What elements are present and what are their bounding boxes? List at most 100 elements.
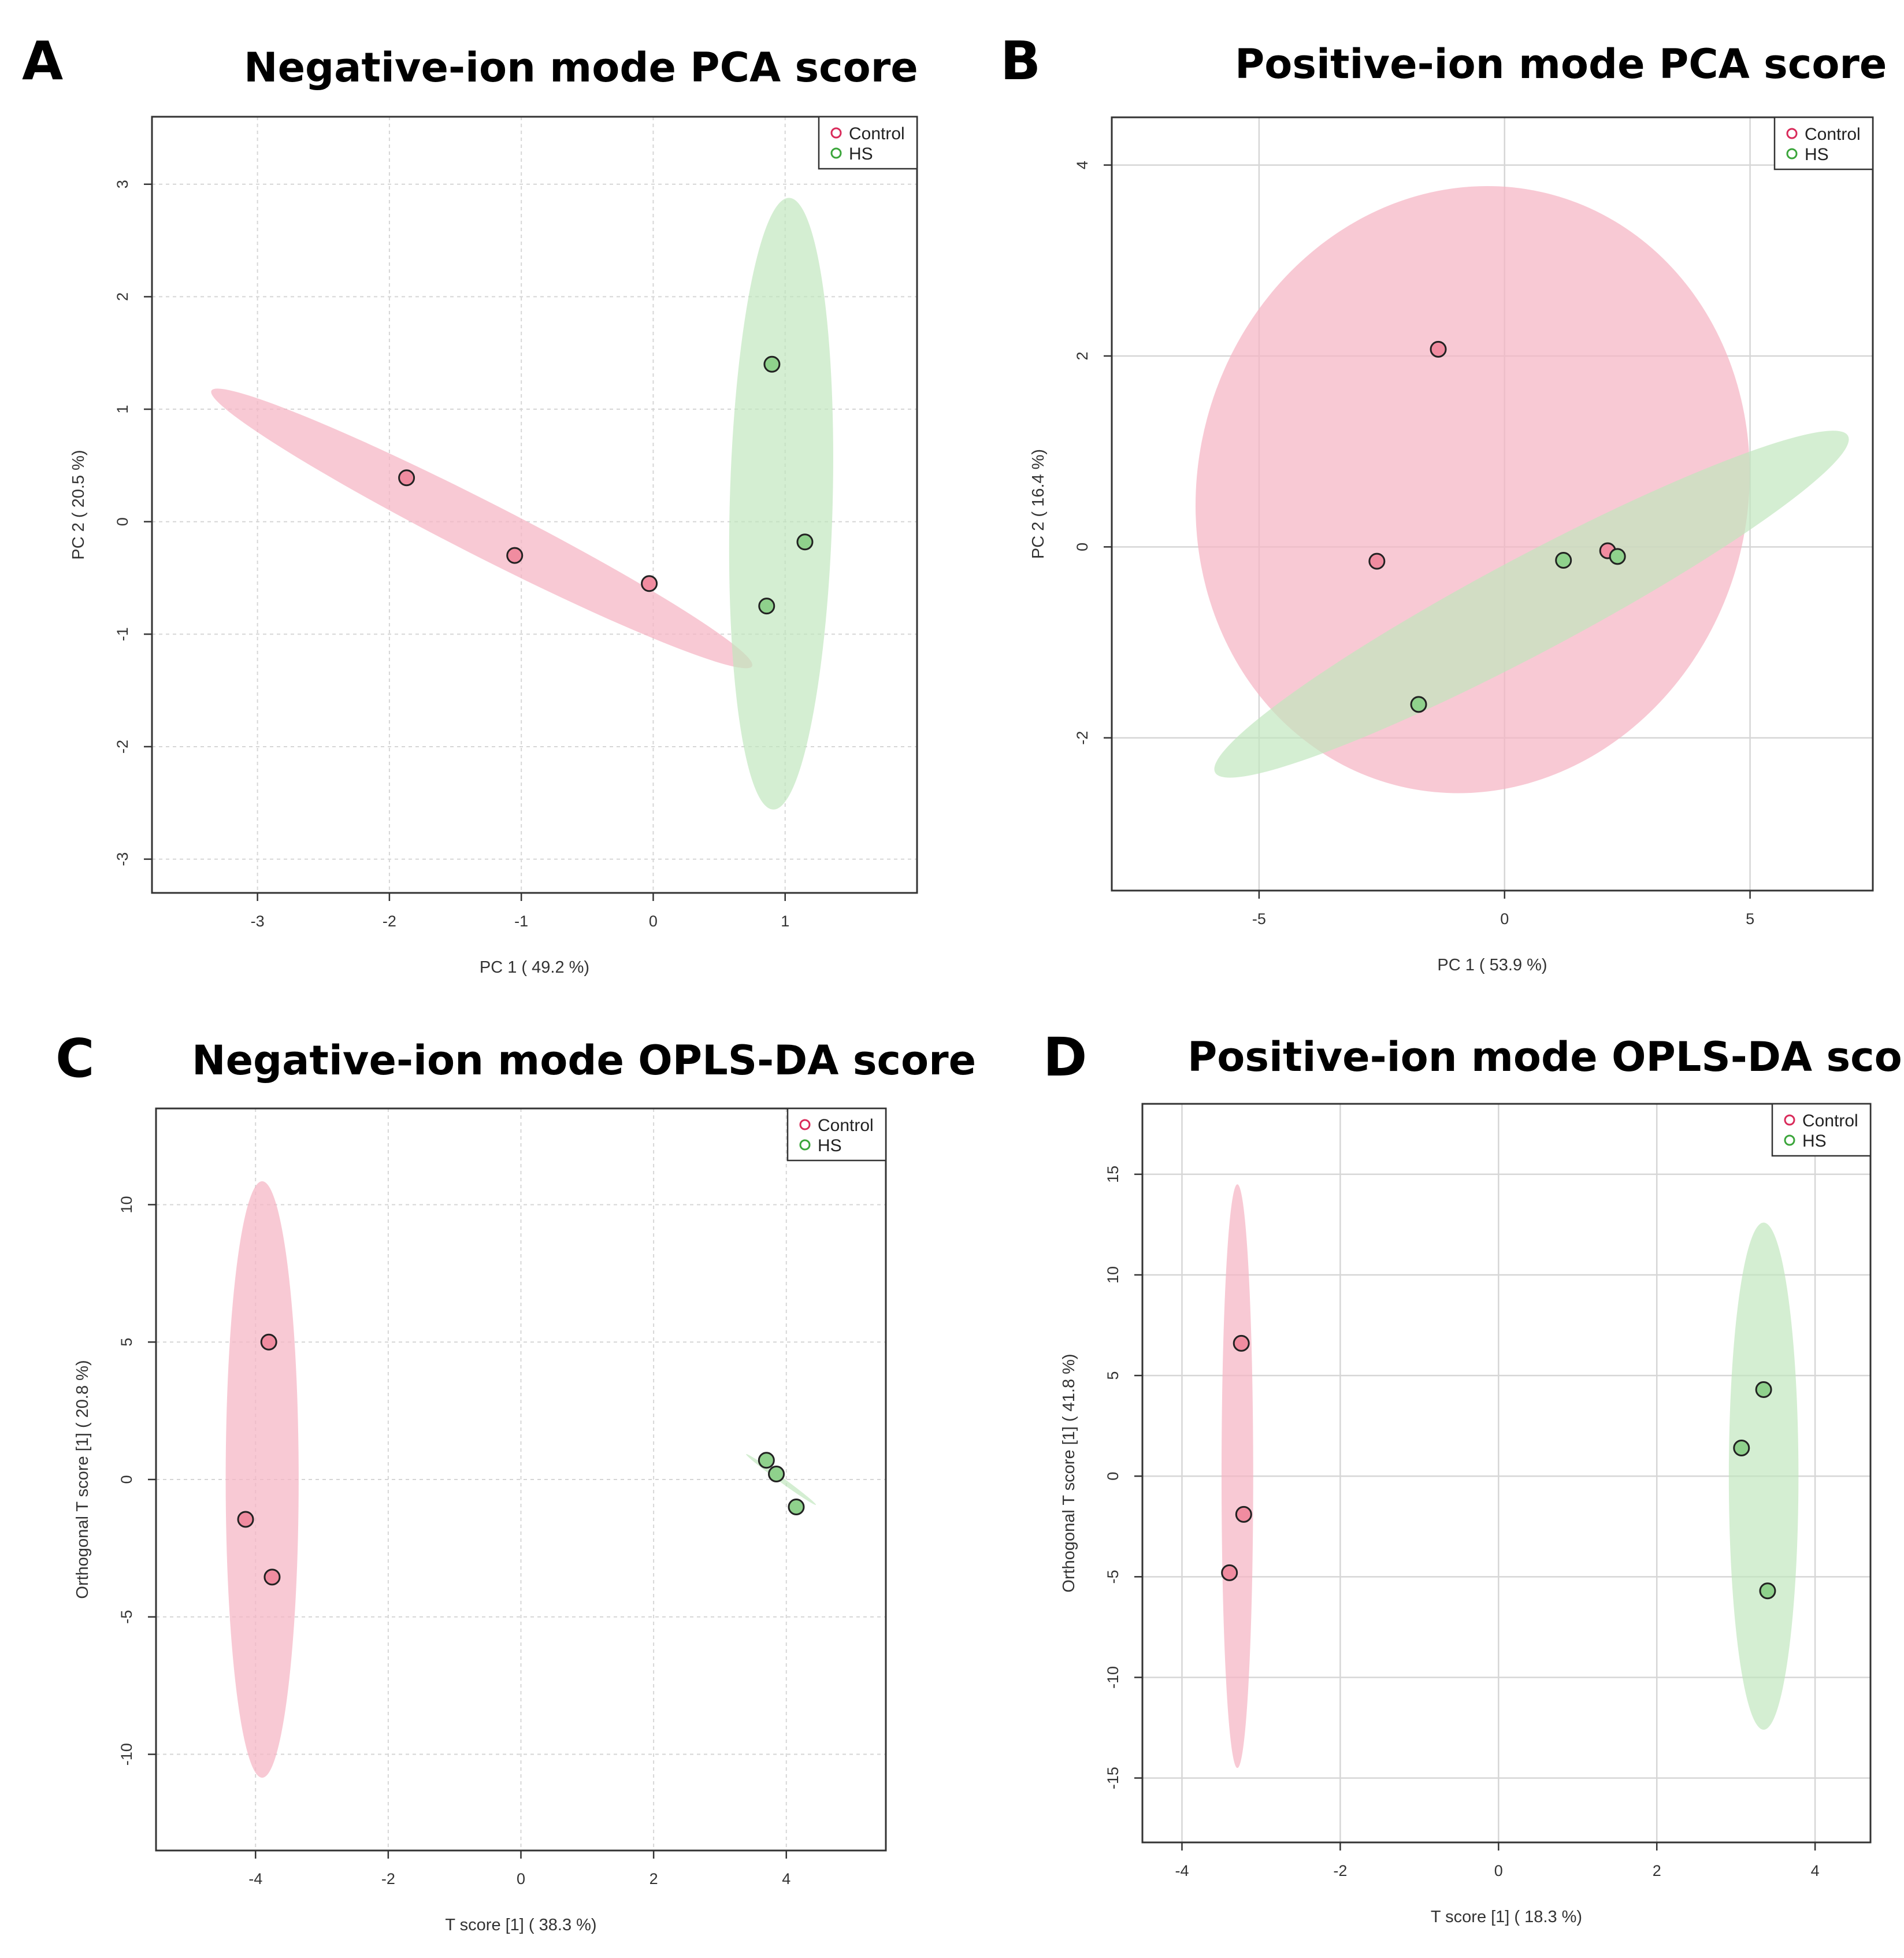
- y-tick-label: 0: [118, 1475, 135, 1484]
- hs-data-point: [1410, 696, 1427, 713]
- hs-legend-marker-icon: [1784, 1134, 1795, 1146]
- control-legend-marker-icon: [1786, 128, 1798, 139]
- hs-data-point: [768, 1465, 785, 1482]
- x-tick-label: 2: [1653, 1862, 1661, 1879]
- hs-confidence-ellipse: [1728, 1222, 1799, 1730]
- control-data-point: [1368, 552, 1386, 570]
- y-tick-label: -3: [114, 852, 131, 866]
- x-tick-label: 0: [517, 1870, 525, 1887]
- hs-data-point: [1733, 1439, 1750, 1456]
- control-data-point: [1233, 1334, 1250, 1352]
- control-data-point: [260, 1333, 277, 1351]
- x-tick-label: -1: [514, 913, 528, 930]
- plot-frame: [1111, 116, 1874, 892]
- hs-data-point: [788, 1499, 805, 1516]
- legend-label: HS: [1802, 1132, 1827, 1151]
- control-confidence-ellipse: [1195, 186, 1750, 793]
- x-tick-label: 0: [1500, 910, 1509, 928]
- y-tick-label: 5: [1104, 1371, 1122, 1380]
- hs-data-point: [1555, 551, 1572, 569]
- y-tick-label: -2: [1074, 731, 1091, 745]
- y-tick-label: 10: [1104, 1266, 1122, 1284]
- control-legend-marker-icon: [1784, 1114, 1795, 1126]
- control-confidence-ellipse: [225, 1181, 299, 1778]
- control-data-point: [263, 1568, 281, 1586]
- plot-frame: [151, 116, 918, 894]
- y-axis-label: Orthogonal T score [1] ( 20.8 %): [73, 1360, 92, 1599]
- control-data-point: [1235, 1505, 1252, 1523]
- hs-data-point: [763, 355, 781, 373]
- hs-data-point: [758, 1452, 775, 1469]
- control-confidence-ellipse: [211, 388, 752, 669]
- control-data-point: [641, 575, 658, 592]
- chart-title: Negative-ion mode OPLS-DA score: [192, 1037, 977, 1084]
- x-axis-label: T score [1] ( 18.3 %): [1431, 1908, 1582, 1926]
- chart-title: Positive-ion mode OPLS-DA score: [1187, 1033, 1904, 1081]
- legend-label: Control: [849, 124, 905, 143]
- y-tick-label: 4: [1074, 161, 1091, 169]
- panel-letter: B: [1000, 30, 1041, 92]
- control-data-point: [506, 547, 524, 564]
- panel-d: D Positive-ion mode OPLS-DA score -4 -2 0 2…: [952, 979, 1904, 1958]
- x-tick-label: -4: [248, 1870, 262, 1887]
- x-tick-label: 4: [1811, 1862, 1820, 1879]
- hs-legend-marker-icon: [830, 147, 842, 159]
- y-tick-label: -10: [118, 1743, 135, 1766]
- legend-label: Control: [1805, 125, 1861, 144]
- x-tick-label: 4: [782, 1870, 790, 1887]
- pca-positive-plot: -5 0 5 -2 0 2 4 PC 1 ( 53.9 %) PC 2 ( 16.4 %) Con…: [1029, 116, 1874, 974]
- x-axis-label: PC 1 ( 53.9 %): [1437, 956, 1547, 974]
- pca-negative-plot: -3 -2 -1 0 1 -3 -2 -1 0 1 2 3 PC 1 ( 49.2 %) PC 2 ( 2…: [69, 116, 918, 977]
- opls-negative-plot: -4 -2 0 2 4 -10 -5 0 5 10 T score [1] ( 38.3 %) Ort…: [73, 1107, 887, 1934]
- y-tick-label: -15: [1104, 1767, 1122, 1789]
- y-tick-label: -1: [114, 627, 131, 641]
- y-tick-label: 5: [118, 1338, 135, 1347]
- hs-data-point: [1759, 1582, 1776, 1600]
- panel-letter: D: [1043, 1026, 1088, 1088]
- control-data-point: [1430, 340, 1447, 358]
- control-data-point: [1221, 1564, 1238, 1581]
- legend-box: [786, 1107, 887, 1162]
- control-legend-marker-icon: [799, 1119, 811, 1130]
- x-tick-label: 0: [1494, 1862, 1503, 1879]
- y-axis-label: PC 2 ( 20.5 %): [69, 450, 88, 559]
- panel-a: A Negative-ion mode PCA score -3 -2 -1 0 1 -3…: [0, 0, 952, 979]
- y-tick-label: 3: [114, 180, 131, 188]
- x-tick-label: -2: [1333, 1862, 1347, 1879]
- y-axis-label: Orthogonal T score [1] ( 41.8 %): [1060, 1353, 1078, 1592]
- control-data-point: [237, 1511, 254, 1528]
- legend-label: HS: [849, 144, 873, 164]
- x-axis-label: PC 1 ( 49.2 %): [480, 958, 589, 977]
- y-tick-label: -5: [118, 1610, 135, 1624]
- x-tick-label: -3: [251, 913, 265, 930]
- hs-data-point: [796, 533, 814, 551]
- hs-data-point: [1755, 1381, 1772, 1398]
- y-axis-label: PC 2 ( 16.4 %): [1029, 449, 1048, 559]
- x-tick-label: -2: [383, 913, 396, 930]
- y-tick-label: 1: [114, 405, 131, 414]
- control-confidence-ellipse: [1221, 1184, 1253, 1768]
- legend-label: HS: [818, 1136, 842, 1155]
- x-tick-label: 1: [781, 913, 789, 930]
- y-tick-label: 10: [118, 1196, 135, 1213]
- hs-data-point: [758, 598, 775, 615]
- x-tick-label: -4: [1175, 1862, 1189, 1879]
- panel-b: B Positive-ion mode PCA score -5 0 5 -2 0 2 4 P…: [952, 0, 1903, 979]
- x-tick-label: -2: [381, 1870, 395, 1887]
- control-legend-marker-icon: [830, 127, 842, 139]
- panel-letter: C: [55, 1028, 95, 1089]
- panel-c: C Negative-ion mode OPLS-DA score -4 -2 0 2…: [0, 979, 976, 1958]
- y-tick-label: 0: [114, 517, 131, 526]
- y-tick-label: 2: [1074, 351, 1091, 360]
- x-axis-label: T score [1] ( 38.3 %): [445, 1916, 596, 1934]
- hs-confidence-ellipse: [1214, 431, 1849, 778]
- legend-label: Control: [818, 1116, 874, 1135]
- control-data-point: [398, 469, 415, 487]
- hs-confidence-ellipse: [729, 198, 833, 810]
- plot-frame: [1141, 1103, 1872, 1844]
- hs-legend-marker-icon: [799, 1139, 811, 1151]
- legend-box: [1771, 1103, 1872, 1157]
- y-tick-label: -10: [1104, 1666, 1122, 1689]
- legend-label: HS: [1805, 145, 1829, 164]
- x-tick-label: -5: [1252, 910, 1266, 928]
